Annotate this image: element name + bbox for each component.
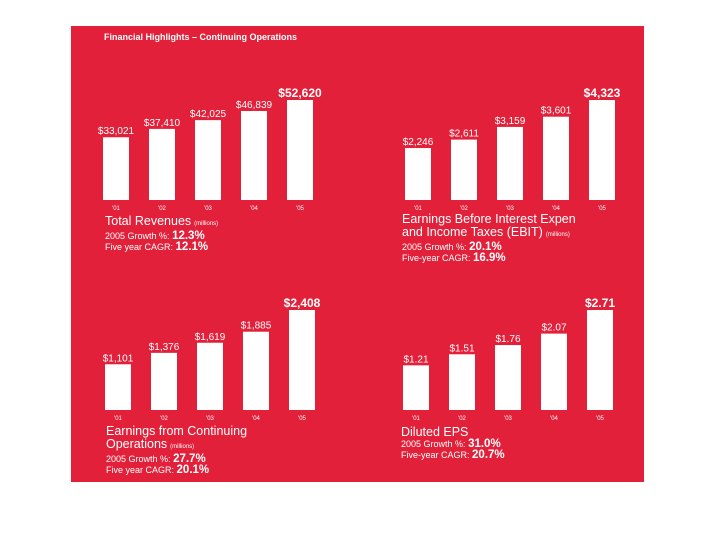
revenues-data-label-3: $46,839 <box>236 100 273 111</box>
ebit-unit: (millions) <box>545 232 570 238</box>
eps-data-label-2: $1.76 <box>495 334 520 345</box>
eps-tick-label-3: '04 <box>550 416 558 422</box>
revenues-data-label-4: $52,620 <box>278 86 322 100</box>
revenues-bar-2 <box>195 120 221 200</box>
earnings-bar-2 <box>197 342 223 410</box>
ebit-bar-4 <box>589 100 615 200</box>
revenues-bar-0 <box>103 137 129 200</box>
earnings-stat-cagr: Five year CAGR: 20.1% <box>106 464 210 476</box>
earnings-tick-label-4: '05 <box>298 416 306 422</box>
ebit-title-line2: and Income Taxes (EBIT) <box>402 225 543 239</box>
revenues-stat-growth: 2005 Growth %: 12.3% <box>105 230 205 242</box>
revenues-tick-label-3: '04 <box>250 206 258 212</box>
eps-tick-label-1: '02 <box>458 416 466 422</box>
revenues-bar-4 <box>287 100 313 200</box>
eps-bar-4 <box>587 310 613 410</box>
earnings-data-label-0: $1,101 <box>103 353 134 364</box>
earnings-stat-growth: 2005 Growth %: 27.7% <box>106 453 206 465</box>
revenues-bar-1 <box>149 128 175 200</box>
panel-heading: Financial Highlights – Continuing Operat… <box>104 32 298 42</box>
revenues-data-label-1: $37,410 <box>144 118 181 129</box>
eps-stat-cagr: Five-year CAGR: 20.7% <box>401 449 505 461</box>
ebit-tick-label-0: '01 <box>414 206 422 212</box>
ebit-bar-1 <box>451 139 477 200</box>
earnings-bar-4 <box>289 310 315 410</box>
eps-tick-label-4: '05 <box>596 416 604 422</box>
revenues-unit: (millions) <box>194 221 219 227</box>
revenues-tick-label-2: '03 <box>204 206 212 212</box>
eps-bar-2 <box>495 345 521 410</box>
financial-highlights-panel: Financial Highlights – Continuing Operat… <box>71 26 644 482</box>
eps-tick-label-0: '01 <box>412 416 420 422</box>
earnings-tick-label-0: '01 <box>114 416 122 422</box>
earnings-caption: Earnings from Continuing Operations (mill… <box>106 425 247 476</box>
earnings-data-label-3: $1,885 <box>241 321 272 332</box>
revenues-stat-cagr: Five year CAGR: 12.1% <box>105 241 209 253</box>
ebit-stat-cagr: Five-year CAGR: 16.9% <box>402 252 506 264</box>
revenues-chart: $33,021 '01 $37,410 '02 $42,025 '03 $46,839 '04… <box>98 86 322 212</box>
revenues-data-label-0: $33,021 <box>98 126 135 137</box>
earnings-tick-label-3: '04 <box>252 416 260 422</box>
ebit-bar-3 <box>543 116 569 200</box>
ebit-tick-label-3: '04 <box>552 206 560 212</box>
eps-data-label-1: $1.51 <box>449 343 474 354</box>
earnings-data-label-4: $2,408 <box>284 296 321 310</box>
ebit-data-label-0: $2,246 <box>403 137 434 148</box>
eps-stat-growth: 2005 Growth %: 31.0% <box>401 438 501 450</box>
eps-data-label-3: $2.07 <box>541 323 566 334</box>
earnings-bar-0 <box>105 364 131 410</box>
earnings-bar-1 <box>151 352 177 410</box>
earnings-tick-label-2: '03 <box>206 416 214 422</box>
revenues-title: Total Revenues <box>105 214 192 228</box>
eps-chart: $1.21 '01 $1.51 '02 $1.76 '03 $2.07 '04 $2.71 '05 <box>403 296 615 422</box>
ebit-bar-2 <box>497 126 523 200</box>
revenues-tick-label-0: '01 <box>112 206 120 212</box>
revenues-tick-label-1: '02 <box>158 206 166 212</box>
earnings-title-line2: Operations <box>106 437 168 451</box>
ebit-data-label-2: $3,159 <box>495 116 526 127</box>
ebit-title-line1: Earnings Before Interest Expen <box>402 213 576 226</box>
revenues-data-label-2: $42,025 <box>190 109 227 120</box>
earnings-data-label-1: $1,376 <box>149 342 180 353</box>
eps-data-label-0: $1.21 <box>403 354 428 365</box>
revenues-tick-label-4: '05 <box>296 206 304 212</box>
ebit-tick-label-2: '03 <box>506 206 514 212</box>
earnings-data-label-2: $1,619 <box>195 332 226 343</box>
ebit-stat-growth: 2005 Growth %: 20.1% <box>402 241 502 253</box>
ebit-tick-label-4: '05 <box>598 206 606 212</box>
earnings-bar-3 <box>243 331 269 410</box>
eps-bar-0 <box>403 365 429 410</box>
ebit-caption: Earnings Before Interest Expen and Incom… <box>402 213 642 264</box>
revenues-bar-3 <box>241 110 267 200</box>
eps-caption: Diluted EPS 2005 Growth %: 31.0% Five-ye… <box>401 426 505 461</box>
eps-title: Diluted EPS <box>401 425 469 439</box>
eps-data-label-4: $2.71 <box>585 296 615 310</box>
ebit-data-label-1: $2,611 <box>449 129 479 140</box>
earnings-tick-label-1: '02 <box>160 416 168 422</box>
earnings-chart: $1,101 '01 $1,376 '02 $1,619 '03 $1,885 '04 $2,4… <box>103 296 321 422</box>
ebit-chart: $2,246 '01 $2,611 '02 $3,159 '03 $3,601 '04 $4,3… <box>403 86 621 212</box>
ebit-data-label-3: $3,601 <box>541 106 572 117</box>
revenues-caption: Total Revenues (millions) 2005 Growth %: … <box>105 215 218 253</box>
earnings-title-line1: Earnings from Continuing <box>106 424 248 438</box>
eps-tick-label-2: '03 <box>504 416 512 422</box>
ebit-data-label-4: $4,323 <box>584 86 621 100</box>
earnings-unit: (millions) <box>170 444 195 450</box>
ebit-bar-0 <box>405 148 431 200</box>
ebit-tick-label-1: '02 <box>460 206 468 212</box>
eps-bar-1 <box>449 354 475 410</box>
eps-bar-3 <box>541 333 567 410</box>
